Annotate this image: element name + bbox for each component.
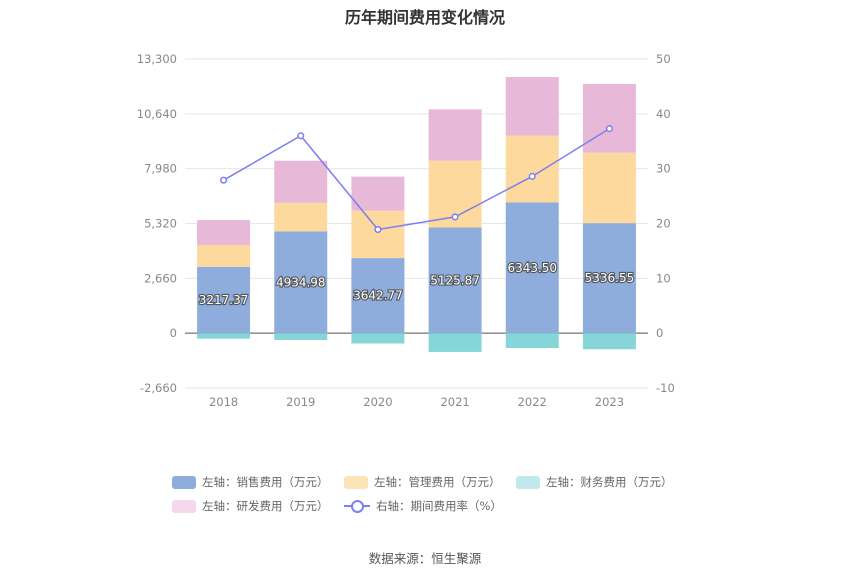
expense-rate-point — [605, 125, 613, 133]
x-axis-tick-label: 2022 — [518, 395, 547, 409]
data-label: 6343.50 — [507, 261, 557, 275]
legend-label-sales: 左轴：销售费用（万元） — [202, 475, 329, 489]
legend-item-rnd[interactable]: 左轴：研发费用（万元） — [172, 498, 329, 514]
data-label: 4934.98 — [276, 275, 326, 289]
right-axis-tick-label: 10 — [656, 271, 671, 285]
data-label: 3642.77 — [353, 289, 403, 303]
chart-title: 历年期间费用变化情况 — [344, 8, 505, 27]
legend-label-rnd: 左轴：研发费用（万元） — [202, 499, 329, 513]
legend-swatch-admin — [344, 475, 368, 489]
legend-label-admin: 左轴：管理费用（万元） — [374, 475, 501, 489]
legend-swatch-sales — [172, 475, 196, 489]
legend-swatch-rnd — [172, 499, 196, 513]
x-axis-tick-label: 2018 — [209, 395, 238, 409]
right-axis-tick-label: 50 — [656, 52, 671, 66]
bar-segment-series-1 — [351, 210, 405, 259]
bar-segment-series-2 — [197, 333, 251, 339]
legend-label-finance: 左轴：财务费用（万元） — [546, 475, 673, 489]
left-axis-tick-label: 13,300 — [137, 52, 177, 66]
x-axis-tick-label: 2019 — [286, 395, 315, 409]
legend-item-sales[interactable]: 左轴：销售费用（万元） — [172, 474, 329, 490]
bar-segment-series-2 — [351, 333, 405, 344]
right-axis-tick-label: 20 — [656, 217, 671, 231]
legend-swatch-finance — [516, 475, 540, 489]
bar-segment-series-0 — [197, 266, 251, 334]
bar-segment-series-2 — [505, 333, 559, 349]
legend-line-icon — [344, 499, 370, 513]
left-axis-tick-label: 7,980 — [144, 162, 177, 176]
expense-rate-point — [220, 176, 228, 184]
left-axis-tick-label: 2,660 — [144, 271, 177, 285]
bar-segment-series-2 — [274, 333, 328, 340]
bar-segment-series-0 — [351, 258, 405, 334]
bar-segment-series-0 — [274, 231, 328, 334]
left-axis-tick-label: 0 — [170, 326, 177, 340]
bar-segment-series-0 — [505, 202, 559, 334]
legend-item-finance[interactable]: 左轴：财务费用（万元） — [516, 474, 673, 490]
source-note: 数据来源：恒生聚源 — [368, 551, 482, 566]
bar-segment-series-3 — [582, 84, 636, 153]
bar-segment-series-1 — [582, 152, 636, 224]
bar-segment-series-1 — [505, 135, 559, 203]
bar-segment-series-0 — [428, 227, 482, 334]
bar-segment-series-3 — [428, 109, 482, 161]
data-label: 5336.55 — [585, 271, 635, 285]
right-axis-tick-label: 30 — [656, 162, 671, 176]
data-label: 3217.37 — [199, 293, 249, 307]
bar-segment-series-1 — [274, 202, 328, 232]
right-axis-tick-label: 40 — [656, 107, 671, 121]
legend-item-admin[interactable]: 左轴：管理费用（万元） — [344, 474, 501, 490]
x-axis-tick-label: 2020 — [363, 395, 392, 409]
left-axis-tick-label: 5,320 — [144, 217, 177, 231]
left-axis-tick-label: -2,660 — [140, 381, 177, 395]
bar-segment-series-3 — [505, 77, 559, 136]
right-axis-tick-label: 0 — [656, 326, 663, 340]
right-axis-tick-label: -10 — [656, 381, 675, 395]
expense-rate-point — [297, 132, 305, 140]
legend-label-expense-rate: 右轴：期间费用率（%） — [376, 499, 502, 513]
bar-segment-series-3 — [197, 220, 251, 245]
x-axis-tick-label: 2021 — [440, 395, 469, 409]
bar-segment-series-0 — [582, 223, 636, 334]
expense-rate-point — [374, 225, 382, 234]
bar-segment-series-2 — [582, 333, 636, 350]
expense-rate-point — [451, 213, 459, 221]
data-label: 5125.87 — [430, 273, 480, 287]
legend-item-expense-rate[interactable]: 右轴：期间费用率（%） — [344, 498, 502, 514]
bar-segment-series-3 — [351, 176, 405, 211]
expense-rate-point — [528, 172, 536, 180]
bar-segment-series-2 — [428, 333, 482, 352]
expense-rate-line — [223, 128, 610, 231]
x-axis-tick-label: 2023 — [595, 395, 624, 409]
left-axis-tick-label: 10,640 — [137, 107, 177, 121]
bar-segment-series-1 — [197, 244, 251, 267]
bar-segment-series-3 — [274, 160, 328, 203]
